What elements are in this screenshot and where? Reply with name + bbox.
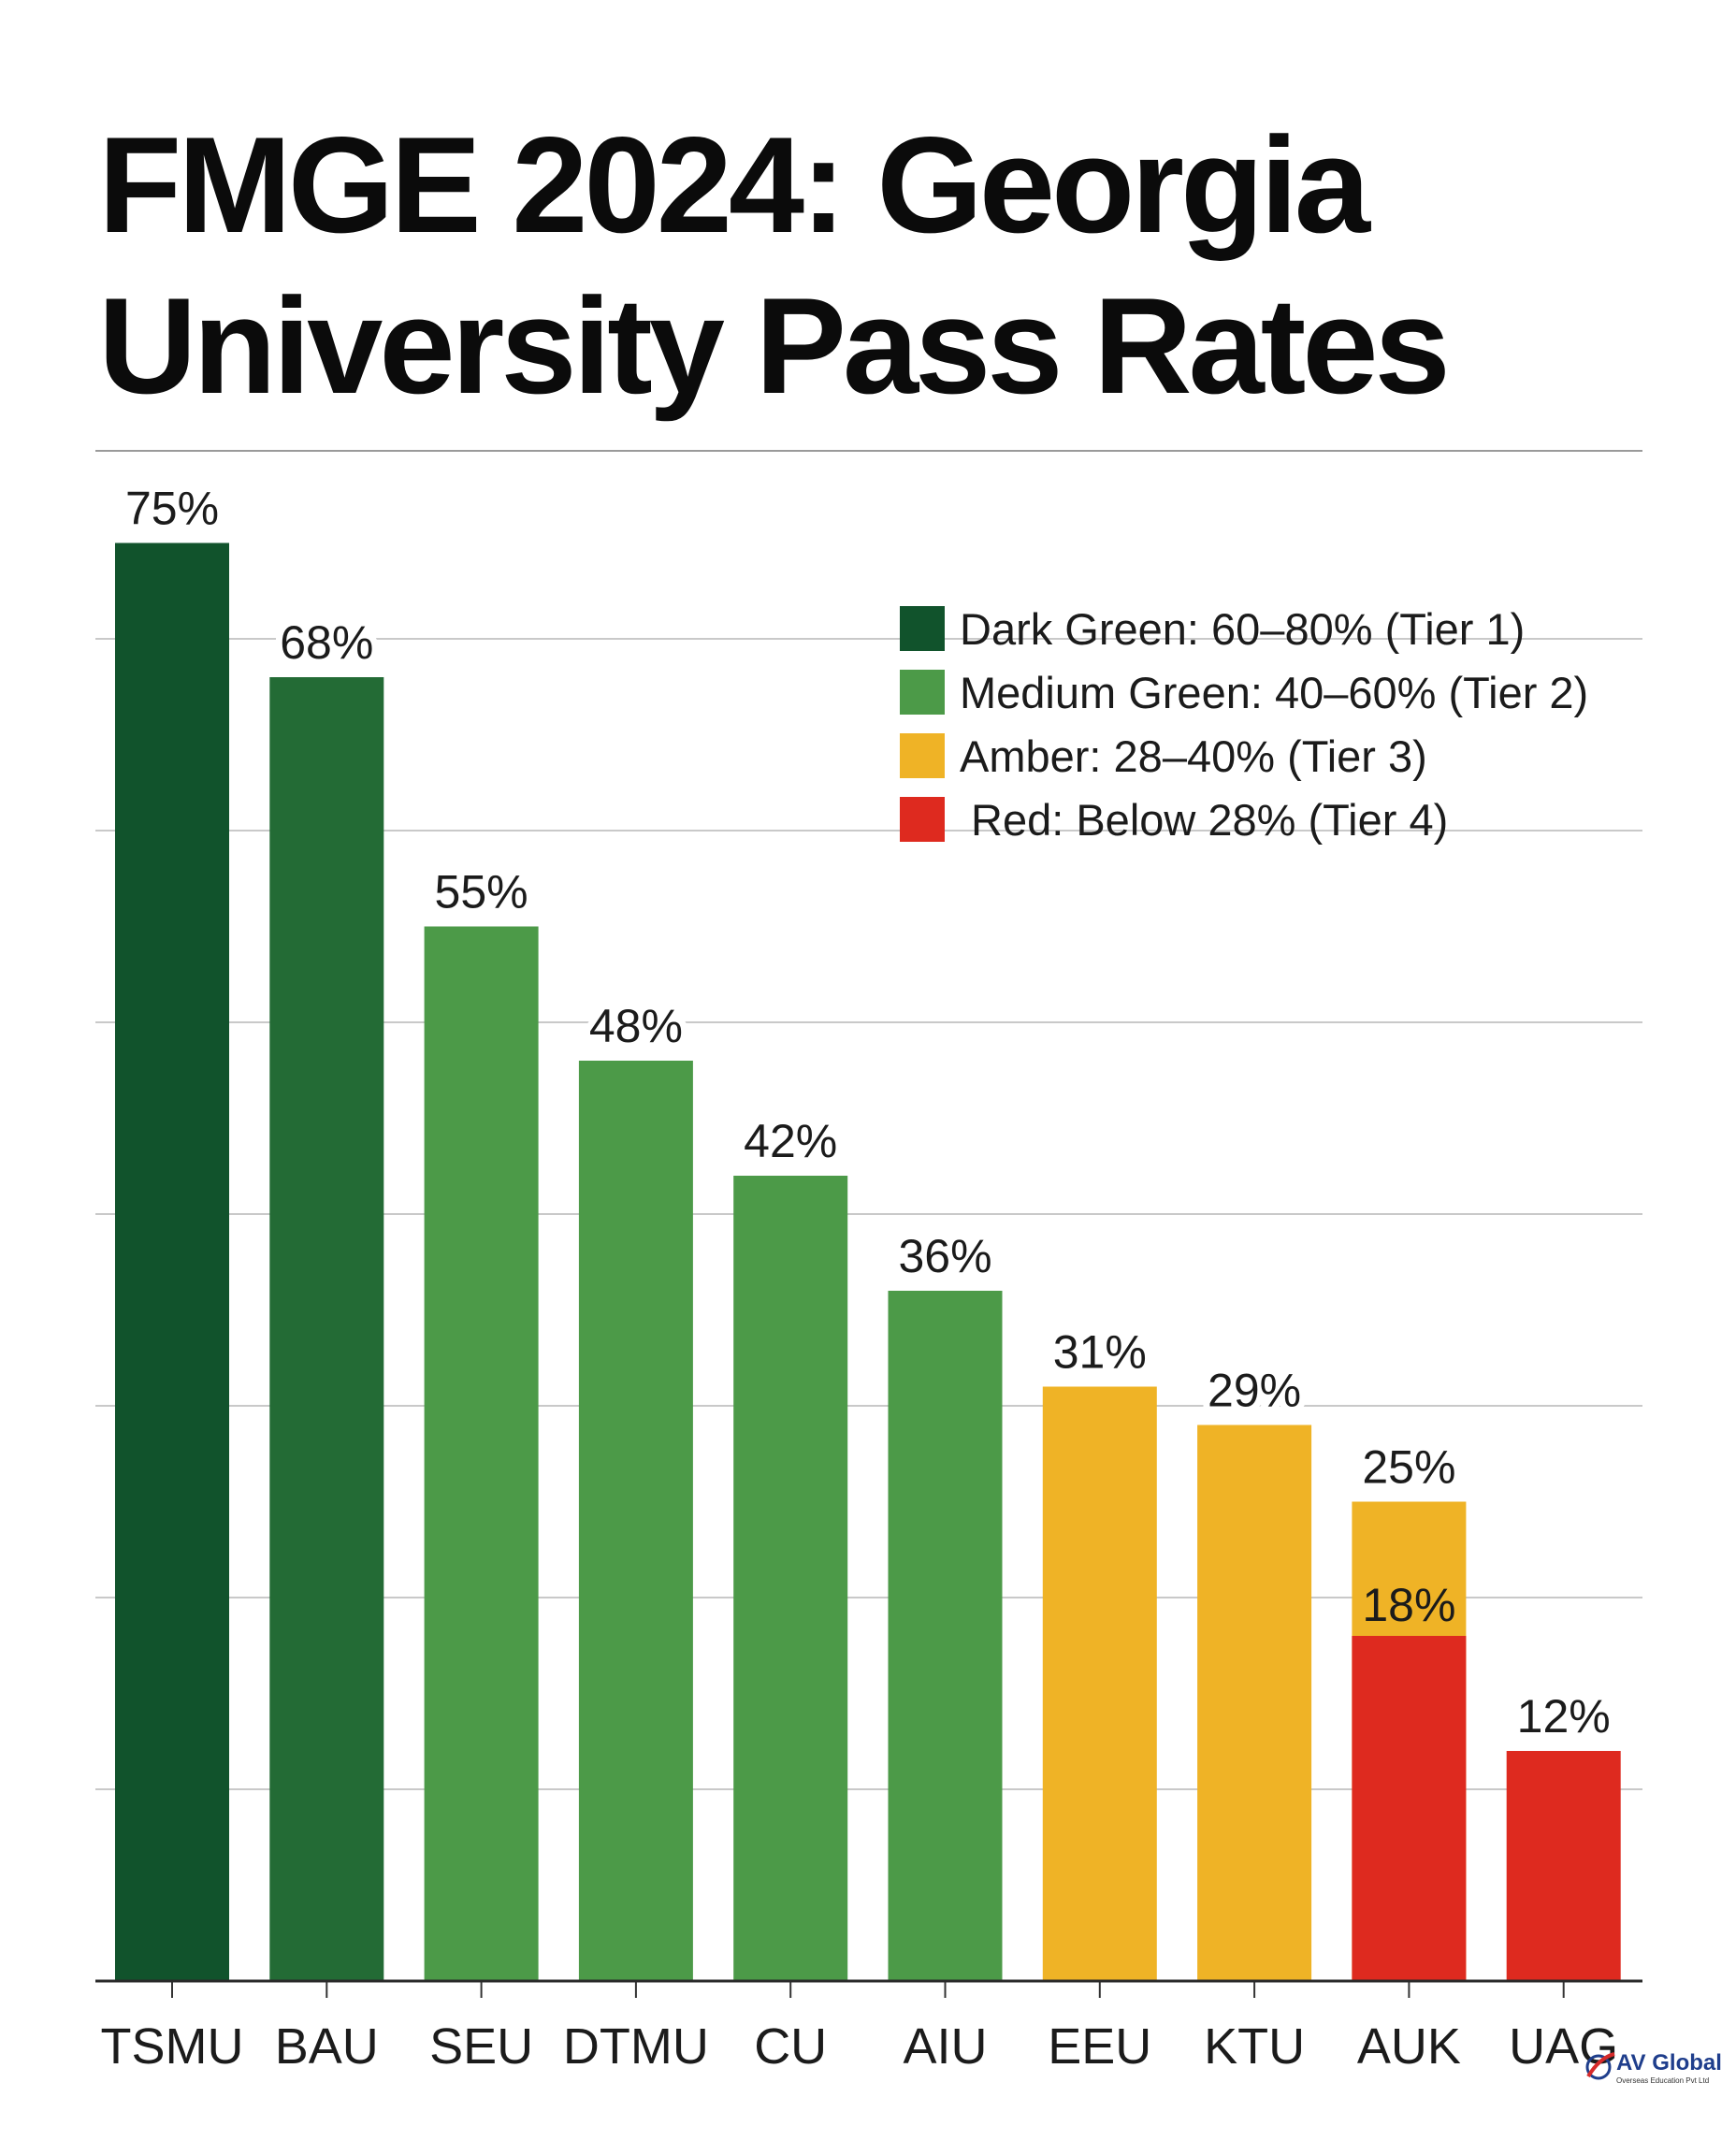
legend-label-tier-2: Medium Green: 40–60% (Tier 2) — [960, 667, 1589, 717]
x-tick-label-seu: SEU — [429, 2018, 533, 2075]
value-label-tsmu: 75% — [125, 483, 219, 535]
legend-label-tier-1: Dark Green: 60–80% (Tier 1) — [960, 603, 1526, 654]
legend-swatch-tier-2 — [900, 670, 945, 715]
bar-bau — [269, 677, 384, 1981]
value-label-auk: 25% — [1362, 1441, 1455, 1494]
logo-text: AV Global — [1616, 2050, 1722, 2075]
value-label-cu: 42% — [744, 1115, 837, 1167]
x-tick-label-bau: BAU — [275, 2018, 379, 2075]
legend: Dark Green: 60–80% (Tier 1) Medium Green… — [900, 597, 1588, 851]
bar-eeu — [1042, 1386, 1157, 1981]
legend-label-tier-3: Amber: 28–40% (Tier 3) — [960, 730, 1427, 781]
chart-title-line-1: FMGE 2024: Georgia — [98, 108, 1370, 261]
x-tick-label-dtmu: DTMU — [563, 2018, 709, 2075]
x-tick-label-eeu: EEU — [1048, 2018, 1151, 2075]
value-label-ktu: 29% — [1208, 1365, 1301, 1417]
x-tick-label-ktu: KTU — [1204, 2018, 1305, 2075]
legend-swatch-tier-3 — [900, 733, 945, 778]
legend-swatch-tier-1 — [900, 606, 945, 651]
value-label-aiu: 36% — [898, 1230, 991, 1282]
value-label-dtmu: 48% — [589, 1000, 683, 1052]
value-label-overlay-auk: 18% — [1362, 1579, 1455, 1631]
bar-aiu — [888, 1291, 1003, 1981]
bar-seu — [424, 926, 539, 1981]
chart-title: FMGE 2024: Georgia University Pass Rates — [98, 105, 1688, 427]
legend-item-tier-3: Amber: 28–40% (Tier 3) — [900, 724, 1588, 788]
bar-overlay-auk — [1352, 1636, 1467, 1981]
brand-logo: AV Global Overseas Education Pvt Ltd — [1584, 2045, 1722, 2110]
bar-tsmu — [115, 542, 229, 1981]
legend-label-tier-4: Red: Below 28% (Tier 4) — [971, 794, 1449, 845]
x-axis: TSMU BAU SEU DTMU CU AIU EEU KTU AUK UAG — [95, 1979, 1642, 2075]
bars — [115, 542, 1621, 1981]
x-tick-label-aiu: AIU — [903, 2018, 987, 2075]
legend-swatch-tier-4 — [900, 797, 945, 842]
value-label-eeu: 31% — [1053, 1326, 1147, 1379]
legend-item-tier-4: Red: Below 28% (Tier 4) — [900, 788, 1588, 851]
logo-subtext: Overseas Education Pvt Ltd — [1616, 2076, 1710, 2085]
value-label-seu: 55% — [435, 866, 528, 918]
value-labels: 75% 68% 55% 48% 42% 36% 31% 29% 18% 25% 12% — [119, 476, 1617, 1750]
bar-uag — [1506, 1751, 1621, 1981]
bar-ktu — [1197, 1425, 1312, 1981]
value-label-bau: 68% — [280, 616, 373, 669]
x-tick-label-uag: UAG — [1509, 2018, 1618, 2075]
logo-icon — [1585, 2052, 1615, 2080]
x-tick-label-cu: CU — [754, 2018, 827, 2075]
bar-cu — [733, 1176, 848, 1981]
x-tick-label-tsmu: TSMU — [101, 2018, 244, 2075]
bar-dtmu — [578, 1061, 693, 1981]
x-tick-label-auk: AUK — [1357, 2018, 1461, 2075]
chart-title-line-2: University Pass Rates — [98, 269, 1451, 422]
value-label-uag: 12% — [1517, 1690, 1611, 1743]
legend-item-tier-1: Dark Green: 60–80% (Tier 1) — [900, 597, 1588, 660]
legend-item-tier-2: Medium Green: 40–60% (Tier 2) — [900, 660, 1588, 724]
